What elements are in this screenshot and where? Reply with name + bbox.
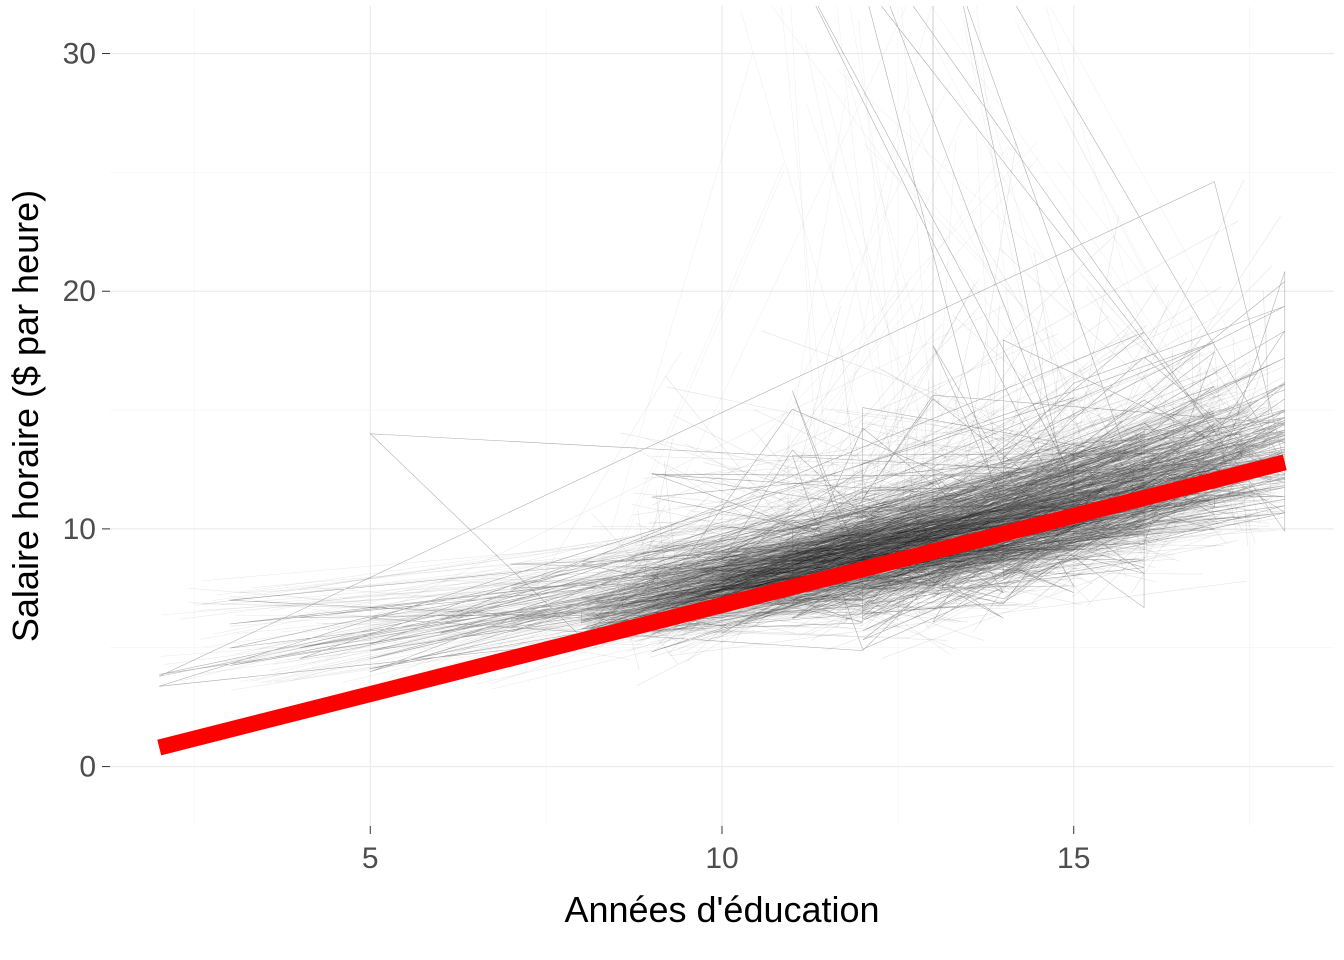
y-tick-label: 0 bbox=[79, 751, 96, 784]
chart-container: 5 10 15 0 10 20 30 Années d'éducation Salaire ho… bbox=[0, 0, 1344, 960]
chart-svg: 5 10 15 0 10 20 30 Années d'éducation Salaire ho… bbox=[0, 0, 1344, 960]
x-tick-label: 15 bbox=[1057, 842, 1090, 875]
y-tick-label: 20 bbox=[63, 275, 96, 308]
x-axis-title: Années d'éducation bbox=[564, 889, 879, 930]
x-tick-label: 5 bbox=[362, 842, 379, 875]
y-tick-label: 10 bbox=[63, 513, 96, 546]
x-tick-label: 10 bbox=[705, 842, 738, 875]
y-axis-title: Salaire horaire ($ par heure) bbox=[5, 190, 46, 642]
y-tick-label: 30 bbox=[63, 38, 96, 71]
